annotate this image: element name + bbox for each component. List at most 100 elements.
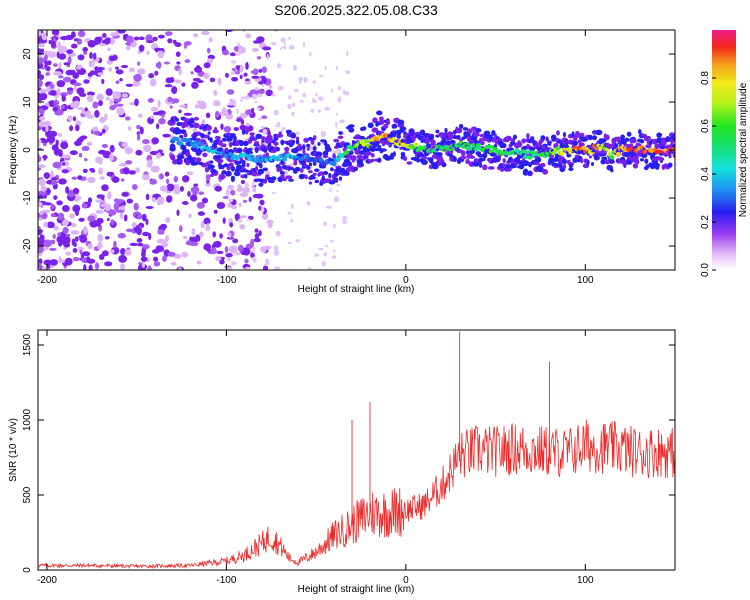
spectrogram-noise-blob <box>98 167 103 175</box>
spectrogram-noise-blob <box>138 44 145 52</box>
spectrogram-noise-blob <box>337 96 342 103</box>
spectrogram-noise-blob <box>110 219 115 226</box>
spectrogram-noise-blob <box>175 51 181 57</box>
spectrogram-ridge-halo <box>377 157 382 163</box>
spectrogram-ridge-halo <box>263 178 268 184</box>
spectrogram-noise-blob <box>260 246 267 253</box>
spectrogram-ridge-halo <box>397 119 405 126</box>
spectrogram-ridge-halo <box>233 136 237 141</box>
spectrogram-ridge-halo <box>480 141 485 146</box>
spectrogram-noise-blob <box>257 93 263 98</box>
spectrogram-ridge-halo <box>383 123 389 129</box>
spectrogram-noise-blob <box>153 111 160 116</box>
spectrogram-noise-blob <box>83 226 88 235</box>
spectrogram-noise-blob <box>55 139 59 146</box>
spectrogram-noise-blob <box>121 64 129 69</box>
spectrogram-noise-blob <box>324 244 329 248</box>
spectrogram-ridge-halo <box>196 131 201 136</box>
spectrogram-noise-blob <box>258 230 262 237</box>
spectrogram-noise-blob <box>261 66 267 73</box>
spectrogram-ridge-cell <box>281 157 288 162</box>
spectrogram-noise-blob <box>38 201 43 208</box>
spectrogram-noise-blob <box>150 106 159 112</box>
spectrogram-ridge-halo <box>255 165 259 172</box>
spectrogram-noise-blob <box>165 77 173 84</box>
spectrogram-ridge-halo <box>353 166 358 171</box>
spectrogram-noise-blob <box>273 245 279 252</box>
spectrogram-noise-blob <box>73 85 77 92</box>
spectrogram-ridge-halo <box>430 142 437 146</box>
spectrogram-ridge-halo <box>521 138 526 144</box>
spectrogram-noise-blob <box>225 253 233 258</box>
spectrogram-noise-blob <box>155 62 162 69</box>
snr-y-tick-label: 1000 <box>22 408 33 431</box>
spectrogram-noise-blob <box>295 131 300 136</box>
spectrogram-noise-blob <box>185 240 193 246</box>
spectrogram-ridge-halo <box>371 127 379 133</box>
spectrogram-noise-blob <box>86 141 93 146</box>
spectrogram-noise-blob <box>133 36 140 41</box>
spectrogram-noise-blob <box>43 50 52 55</box>
spectrogram-noise-blob <box>62 205 70 212</box>
spectrogram-noise-blob <box>104 236 110 240</box>
spectrogram-ridge-halo <box>285 175 293 179</box>
spectrogram-noise-blob <box>165 217 171 224</box>
spectrogram-ridge-halo <box>421 159 428 166</box>
spectrogram-noise-blob <box>196 65 201 71</box>
spectrogram-noise-blob <box>108 55 116 62</box>
spectrogram-noise-blob <box>312 80 317 84</box>
spectrogram-ridge-halo <box>563 144 570 149</box>
spectrogram-noise-blob <box>38 30 42 37</box>
spectrogram-noise-blob <box>196 202 205 209</box>
spectrogram-noise-blob <box>148 73 155 79</box>
spectrogram-ridge-halo <box>505 135 512 141</box>
spectrogram-noise-blob <box>232 238 239 244</box>
spectrogram-noise-blob <box>75 124 80 132</box>
spectrogram-ridge-halo <box>540 135 546 140</box>
spectrogram-ridge-halo <box>254 147 259 154</box>
spectrogram-noise-blob <box>38 258 43 265</box>
spectrogram-noise-blob <box>47 130 57 138</box>
spectrogram-noise-blob <box>38 237 42 245</box>
spectrogram-noise-blob <box>98 100 103 107</box>
spectrogram-ridge-halo <box>479 157 486 162</box>
spectrogram-ridge-halo <box>489 152 497 157</box>
spectrogram-noise-blob <box>239 215 247 219</box>
spectrogram-noise-blob <box>240 119 245 125</box>
spectrogram-noise-blob <box>181 251 189 258</box>
spectrogram-noise-blob <box>287 241 292 245</box>
spectrogram-ridge-halo <box>595 129 603 136</box>
spectrogram-noise-blob <box>38 74 45 80</box>
spectrogram-noise-blob <box>179 225 183 233</box>
spectrogram-noise-blob <box>96 93 104 102</box>
spectrogram-noise-blob <box>183 235 188 240</box>
spectrogram-ridge-halo <box>193 161 199 166</box>
spectrogram-noise-blob <box>190 186 200 194</box>
spectrogram-noise-blob <box>196 260 202 265</box>
spectrogram-noise-blob <box>137 242 144 247</box>
spectrogram-noise-blob <box>219 233 223 239</box>
spectrogram-noise-blob <box>324 65 327 71</box>
spectrogram-ridge-halo <box>251 170 258 177</box>
spectrogram-noise-blob <box>262 46 272 51</box>
spectrogram-noise-blob <box>95 156 103 164</box>
spectrogram-noise-blob <box>126 45 131 51</box>
spectrogram-noise-blob <box>136 124 142 130</box>
spectrogram-noise-blob <box>229 98 234 103</box>
spectrogram-noise-blob <box>335 65 338 71</box>
spectrogram-noise-blob <box>39 88 47 94</box>
spectrogram-ridge-halo <box>482 164 488 171</box>
spectrogram-ridge-halo <box>192 135 197 140</box>
snr-series-line <box>38 419 675 570</box>
spectrogram-noise-blob <box>135 81 141 86</box>
spectrogram-noise-blob <box>158 118 166 125</box>
spectrogram-ridge-halo <box>530 136 535 140</box>
spectrogram-ridge-halo <box>239 157 244 161</box>
spectrogram-noise-blob <box>323 221 327 227</box>
spectrogram-noise-blob <box>162 255 167 262</box>
spectrogram-ridge-halo <box>266 176 273 181</box>
spectrogram-noise-blob <box>229 52 236 57</box>
colorbar-tick-label: 0.2 <box>700 215 711 229</box>
spectrogram-noise-blob <box>134 98 139 107</box>
